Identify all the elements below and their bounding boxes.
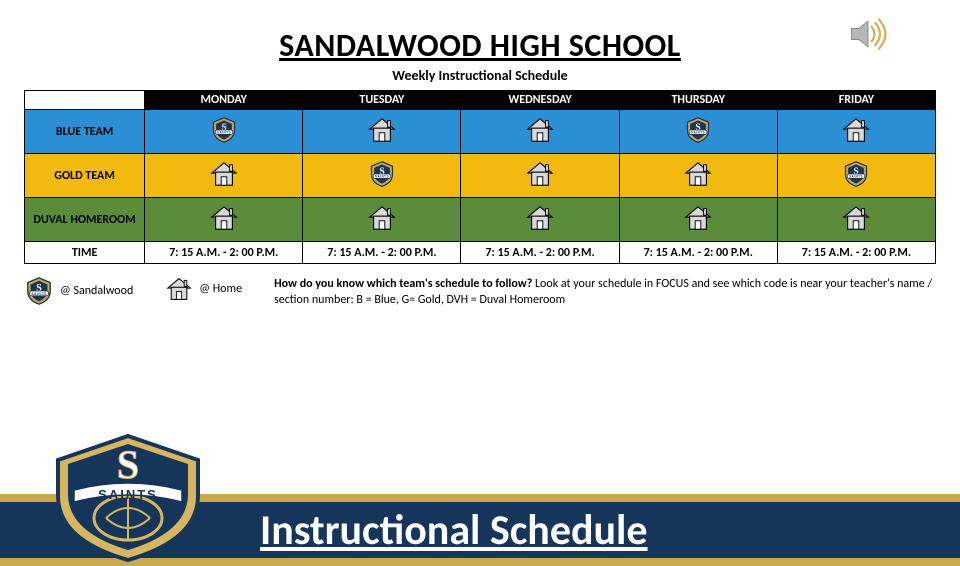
audio-icon[interactable] <box>846 12 890 56</box>
time-cell: 7: 15 A.M. - 2: 00 P.M. <box>145 242 303 264</box>
col-header: MONDAY <box>145 91 303 110</box>
row-label: GOLD TEAM <box>25 154 145 198</box>
school-logo-icon: SSAINTS <box>683 116 713 144</box>
home-icon <box>367 116 397 144</box>
home-icon <box>525 160 555 188</box>
home-icon <box>165 276 193 302</box>
time-label: TIME <box>25 242 145 264</box>
svg-text:SAINTS: SAINTS <box>31 292 46 296</box>
schedule-cell <box>619 154 777 198</box>
schedule-cell <box>461 110 619 154</box>
table-row: DUVAL HOMEROOM <box>25 198 936 242</box>
footer-title: Instructional Schedule <box>260 505 648 556</box>
footer: Instructional Schedule S SAINTS <box>0 464 960 566</box>
school-logo-icon: SSAINTS <box>841 160 871 188</box>
home-icon <box>525 204 555 232</box>
home-icon <box>209 204 239 232</box>
schedule-cell <box>461 198 619 242</box>
schedule-cell <box>777 110 935 154</box>
schedule-cell: SSAINTS <box>777 154 935 198</box>
svg-text:SAINTS: SAINTS <box>217 130 231 134</box>
table-row: BLUE TEAM SSAINTS SSAINTS <box>25 110 936 154</box>
schedule-cell: SSAINTS <box>619 110 777 154</box>
legend-help-text: How do you know which team's schedule to… <box>274 276 936 308</box>
row-label: BLUE TEAM <box>25 110 145 154</box>
home-icon <box>209 160 239 188</box>
table-header-row: MONDAY TUESDAY WEDNESDAY THURSDAY FRIDAY <box>25 91 936 110</box>
home-icon <box>683 204 713 232</box>
home-icon <box>367 204 397 232</box>
home-icon <box>683 160 713 188</box>
schedule-cell <box>145 198 303 242</box>
col-header: TUESDAY <box>303 91 461 110</box>
col-header: WEDNESDAY <box>461 91 619 110</box>
schedule-cell: SSAINTS <box>145 110 303 154</box>
school-logo-icon: SSAINTS <box>209 116 239 144</box>
time-cell: 7: 15 A.M. - 2: 00 P.M. <box>777 242 935 264</box>
schedule-cell <box>303 198 461 242</box>
legend: SSAINTS @ Sandalwood @ Home How do you k… <box>24 276 936 308</box>
schedule-cell <box>145 154 303 198</box>
svg-text:SAINTS: SAINTS <box>375 174 389 178</box>
row-label: DUVAL HOMEROOM <box>25 198 145 242</box>
legend-school-label: @ Sandalwood <box>60 284 133 298</box>
col-header: FRIDAY <box>777 91 935 110</box>
home-icon <box>841 116 871 144</box>
legend-home-label: @ Home <box>199 282 242 296</box>
schedule-cell <box>303 110 461 154</box>
time-cell: 7: 15 A.M. - 2: 00 P.M. <box>461 242 619 264</box>
col-header: THURSDAY <box>619 91 777 110</box>
home-icon <box>525 116 555 144</box>
page-subtitle: Weekly Instructional Schedule <box>0 67 960 84</box>
table-row: GOLD TEAM SSAINTS SSAINTS <box>25 154 936 198</box>
time-cell: 7: 15 A.M. - 2: 00 P.M. <box>303 242 461 264</box>
svg-text:SAINTS: SAINTS <box>849 174 863 178</box>
home-icon <box>841 204 871 232</box>
page-title: SANDALWOOD HIGH SCHOOL <box>0 26 960 65</box>
school-logo-icon: SSAINTS <box>367 160 397 188</box>
time-cell: 7: 15 A.M. - 2: 00 P.M. <box>619 242 777 264</box>
schedule-cell <box>619 198 777 242</box>
saints-badge-icon: S SAINTS <box>48 432 208 564</box>
svg-text:SAINTS: SAINTS <box>98 487 158 502</box>
schedule-table: MONDAY TUESDAY WEDNESDAY THURSDAY FRIDAY… <box>24 90 936 264</box>
schedule-cell: SSAINTS <box>303 154 461 198</box>
school-logo-icon: SSAINTS <box>24 276 54 306</box>
schedule-cell <box>461 154 619 198</box>
time-row: TIME 7: 15 A.M. - 2: 00 P.M. 7: 15 A.M. … <box>25 242 936 264</box>
schedule-cell <box>777 198 935 242</box>
svg-text:SAINTS: SAINTS <box>691 130 705 134</box>
svg-text:S: S <box>117 442 139 487</box>
